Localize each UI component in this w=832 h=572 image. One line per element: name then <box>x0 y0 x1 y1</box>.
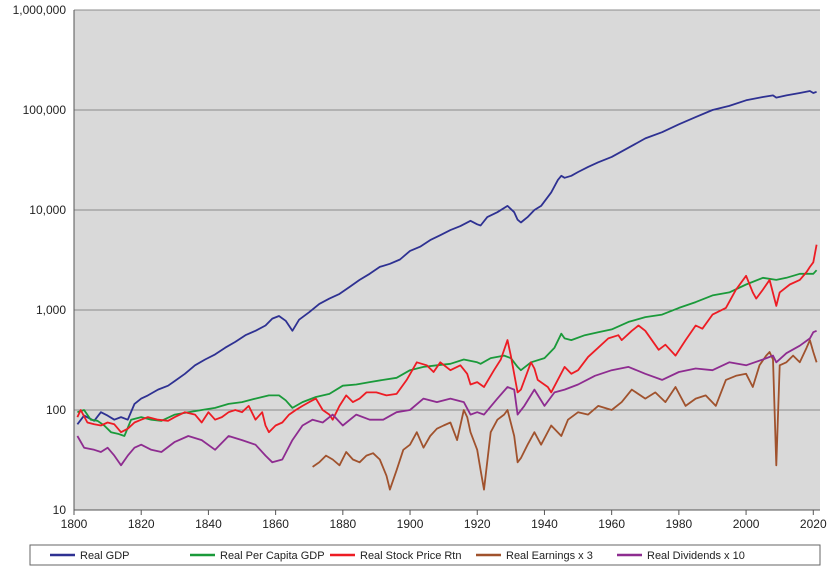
legend-box <box>29 544 821 566</box>
x-tick-label: 1900 <box>397 517 424 531</box>
x-tick-label: 1960 <box>598 517 625 531</box>
x-tick-label: 1920 <box>464 517 491 531</box>
x-tick-label: 1980 <box>666 517 693 531</box>
x-tick-label: 2000 <box>733 517 760 531</box>
x-tick-label: 1940 <box>531 517 558 531</box>
y-tick-label: 1,000 <box>36 303 66 317</box>
x-tick-label: 1840 <box>195 517 222 531</box>
y-tick-label: 10 <box>53 503 67 517</box>
legend-label-real-stock-price-rtn: Real Stock Price Rtn <box>360 550 461 562</box>
legend-label-real-earnings-x-3: Real Earnings x 3 <box>506 550 593 562</box>
plot-area <box>74 10 820 510</box>
x-tick-label: 1860 <box>262 517 289 531</box>
legend-label-real-per-capita-gdp: Real Per Capita GDP <box>220 550 325 562</box>
y-tick-label: 1,000,000 <box>13 3 67 17</box>
series-line-real-stock-price-rtn <box>76 244 818 434</box>
legend-label-real-dividends-x-10: Real Dividends x 10 <box>647 550 745 562</box>
y-tick-label: 10,000 <box>29 203 66 217</box>
legend-label-real-gdp: Real GDP <box>80 550 130 562</box>
x-tick-label: 1800 <box>61 517 88 531</box>
x-tick-label: 1880 <box>329 517 356 531</box>
y-tick-label: 100 <box>46 403 66 417</box>
series-line-real-earnings-x-3 <box>312 339 818 491</box>
grid-lines <box>74 9 820 411</box>
series-line-real-dividends-x-10 <box>76 329 817 467</box>
legend: Real GDP Real Per Capita GDP Real Stock Pr… <box>29 544 821 566</box>
x-tick-label: 1820 <box>128 517 155 531</box>
x-tick-label: 2020 <box>800 517 827 531</box>
series-lines <box>76 90 818 491</box>
axes: 10 100 1,000 10,000 100,000 1,000,000 1800 1820… <box>13 3 827 531</box>
y-tick-label: 100,000 <box>23 103 67 117</box>
series-line-real-gdp <box>76 90 817 425</box>
